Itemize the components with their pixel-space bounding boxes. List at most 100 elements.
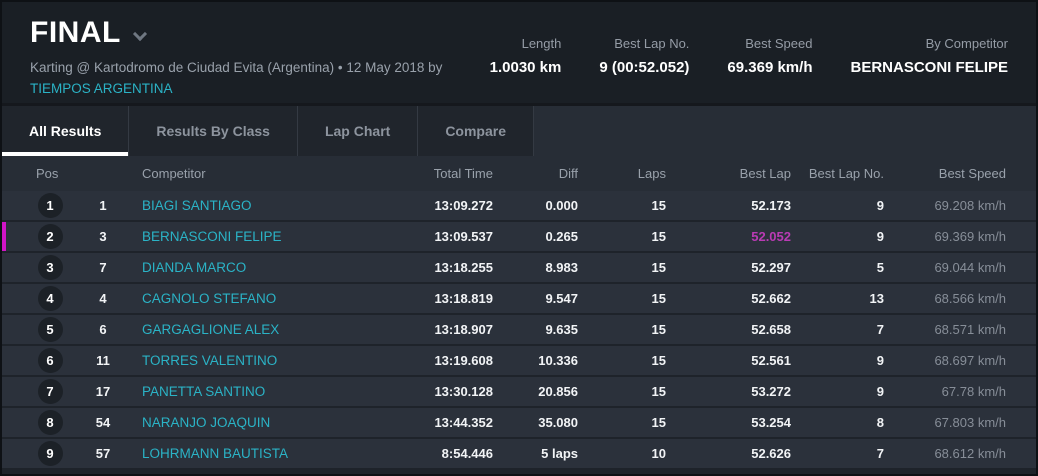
competitor-cell: BIAGI SANTIAGO [128, 198, 343, 213]
competitor-link[interactable]: LOHRMANN BAUTISTA [142, 446, 289, 461]
kart-number: 11 [96, 353, 110, 368]
diff: 0.265 [545, 229, 578, 244]
competitor-link[interactable]: GARGAGLIONE ALEX [142, 322, 280, 337]
competitor-cell: LOHRMANN BAUTISTA [128, 446, 343, 461]
best-lap: 52.662 [751, 291, 791, 306]
kart-number: 17 [95, 384, 111, 399]
organizer-link[interactable]: TIEMPOS ARGENTINA [30, 80, 173, 96]
kart-number: 1 [99, 198, 107, 213]
column-header-best-lap-no: Best Lap No. [808, 166, 884, 181]
table-row[interactable]: 3 7 DIANDA MARCO 13:18.255 8.983 15 52.297 5 69.… [2, 253, 1036, 282]
table-header: Pos Competitor Total Time Diff Laps Best Lap B… [2, 156, 1036, 191]
best-lap: 52.052 [751, 229, 791, 244]
position-cell: 8 [2, 410, 78, 435]
selection-indicator [2, 439, 6, 468]
column-header-best-lap: Best Lap [739, 166, 791, 181]
best-lap: 52.297 [751, 260, 791, 275]
table-row[interactable]: 5 6 GARGAGLIONE ALEX 13:18.907 9.635 15 52.658… [2, 315, 1036, 344]
best-speed: 68.571 km/h [934, 322, 1006, 337]
competitor-link[interactable]: CAGNOLO STEFANO [142, 291, 277, 306]
best-speed: 69.369 km/h [934, 229, 1006, 244]
position-cell: 7 [2, 379, 78, 404]
position-badge: 7 [37, 379, 63, 404]
competitor-link[interactable]: PANETTA SANTINO [142, 384, 266, 399]
diff: 35.080 [538, 415, 578, 430]
column-header-pos: Pos [36, 166, 59, 181]
table-row[interactable]: 7 17 PANETTA SANTINO 13:30.128 20.856 15 53.27… [2, 377, 1036, 406]
position-badge: 2 [37, 224, 63, 249]
session-title: FINAL [30, 16, 121, 49]
laps: 15 [651, 229, 666, 244]
table-row[interactable]: 6 11 TORRES VALENTINO 13:19.608 10.336 15 52.5… [2, 346, 1036, 375]
best-lap-no: 8 [876, 415, 884, 430]
best-speed: 68.566 km/h [934, 291, 1006, 306]
selection-indicator [2, 346, 6, 375]
stat-label: By Competitor [925, 36, 1008, 51]
position-cell: 5 [2, 317, 78, 342]
competitor-cell: NARANJO JOAQUIN [128, 415, 343, 430]
stat-value: 1.0030 km [489, 59, 562, 76]
tab-results-by-class[interactable]: Results By Class [129, 106, 298, 156]
laps: 10 [651, 446, 666, 461]
tab-all-results[interactable]: All Results [2, 106, 130, 156]
best-speed: 67.803 km/h [934, 415, 1006, 430]
tab-lap-chart[interactable]: Lap Chart [298, 106, 419, 156]
competitor-link[interactable]: BIAGI SANTIAGO [142, 198, 252, 213]
laps: 15 [651, 291, 666, 306]
event-description: Karting @ Kartodromo de Ciudad Evita (Ar… [30, 60, 443, 75]
selection-indicator [2, 408, 6, 437]
laps: 15 [651, 415, 666, 430]
total-time: 13:09.537 [434, 229, 493, 244]
stat-label: Length [521, 36, 562, 51]
chevron-down-icon[interactable] [132, 26, 147, 41]
best-lap: 53.254 [751, 415, 791, 430]
competitor-cell: CAGNOLO STEFANO [128, 291, 343, 306]
best-lap-no: 7 [876, 446, 884, 461]
competitor-link[interactable]: NARANJO JOAQUIN [142, 415, 271, 430]
column-header-best-speed: Best Speed [938, 166, 1006, 181]
position-badge: 1 [37, 193, 63, 218]
best-lap: 52.173 [751, 198, 791, 213]
total-time: 13:18.819 [434, 291, 493, 306]
stat-value: 9 (00:52.052) [599, 59, 690, 76]
diff: 10.336 [538, 353, 578, 368]
table-row[interactable]: 2 3 BERNASCONI FELIPE 13:09.537 0.265 15 52.05… [2, 222, 1036, 251]
diff: 9.547 [545, 291, 578, 306]
column-header-laps: Laps [637, 166, 666, 181]
competitor-link[interactable]: BERNASCONI FELIPE [142, 229, 282, 244]
table-row[interactable]: 4 4 CAGNOLO STEFANO 13:18.819 9.547 15 52.662 1… [2, 284, 1036, 313]
table-row[interactable]: 1 1 BIAGI SANTIAGO 13:09.272 0.000 15 52.173 9 6… [2, 191, 1036, 220]
selection-indicator [2, 284, 6, 313]
stat-best-speed: Best Speed 69.369 km/h [727, 36, 812, 91]
best-lap: 52.561 [751, 353, 791, 368]
total-time: 8:54.446 [441, 446, 493, 461]
kart-number: 4 [99, 291, 107, 306]
competitor-link[interactable]: TORRES VALENTINO [142, 353, 278, 368]
competitor-link[interactable]: DIANDA MARCO [142, 260, 247, 275]
event-subtitle: Karting @ Kartodromo de Ciudad Evita (Ar… [30, 58, 490, 100]
laps: 15 [651, 260, 666, 275]
competitor-cell: PANETTA SANTINO [128, 384, 343, 399]
best-lap: 52.626 [751, 446, 791, 461]
column-header-total-time: Total Time [433, 166, 493, 181]
stat-length: Length 1.0030 km [490, 36, 562, 91]
total-time: 13:44.352 [434, 415, 493, 430]
best-lap-no: 7 [876, 322, 884, 337]
table-row[interactable]: 9 57 LOHRMANN BAUTISTA 8:54.446 5 laps 10 52.6… [2, 439, 1036, 468]
table-row[interactable]: 8 54 NARANJO JOAQUIN 13:44.352 35.080 15 53.25… [2, 408, 1036, 437]
best-lap: 52.658 [751, 322, 791, 337]
diff: 20.856 [538, 384, 578, 399]
position-cell: 4 [2, 286, 78, 311]
diff: 8.983 [545, 260, 578, 275]
position-badge: 8 [37, 410, 63, 435]
best-lap-no: 9 [876, 198, 884, 213]
stat-value: BERNASCONI FELIPE [850, 59, 1008, 76]
position-cell: 6 [2, 348, 78, 373]
tab-compare[interactable]: Compare [418, 106, 534, 156]
position-cell: 2 [2, 224, 78, 249]
best-speed: 69.044 km/h [934, 260, 1006, 275]
laps: 15 [651, 198, 666, 213]
laps: 15 [651, 353, 666, 368]
best-lap-no: 9 [876, 229, 884, 244]
best-lap: 53.272 [751, 384, 791, 399]
